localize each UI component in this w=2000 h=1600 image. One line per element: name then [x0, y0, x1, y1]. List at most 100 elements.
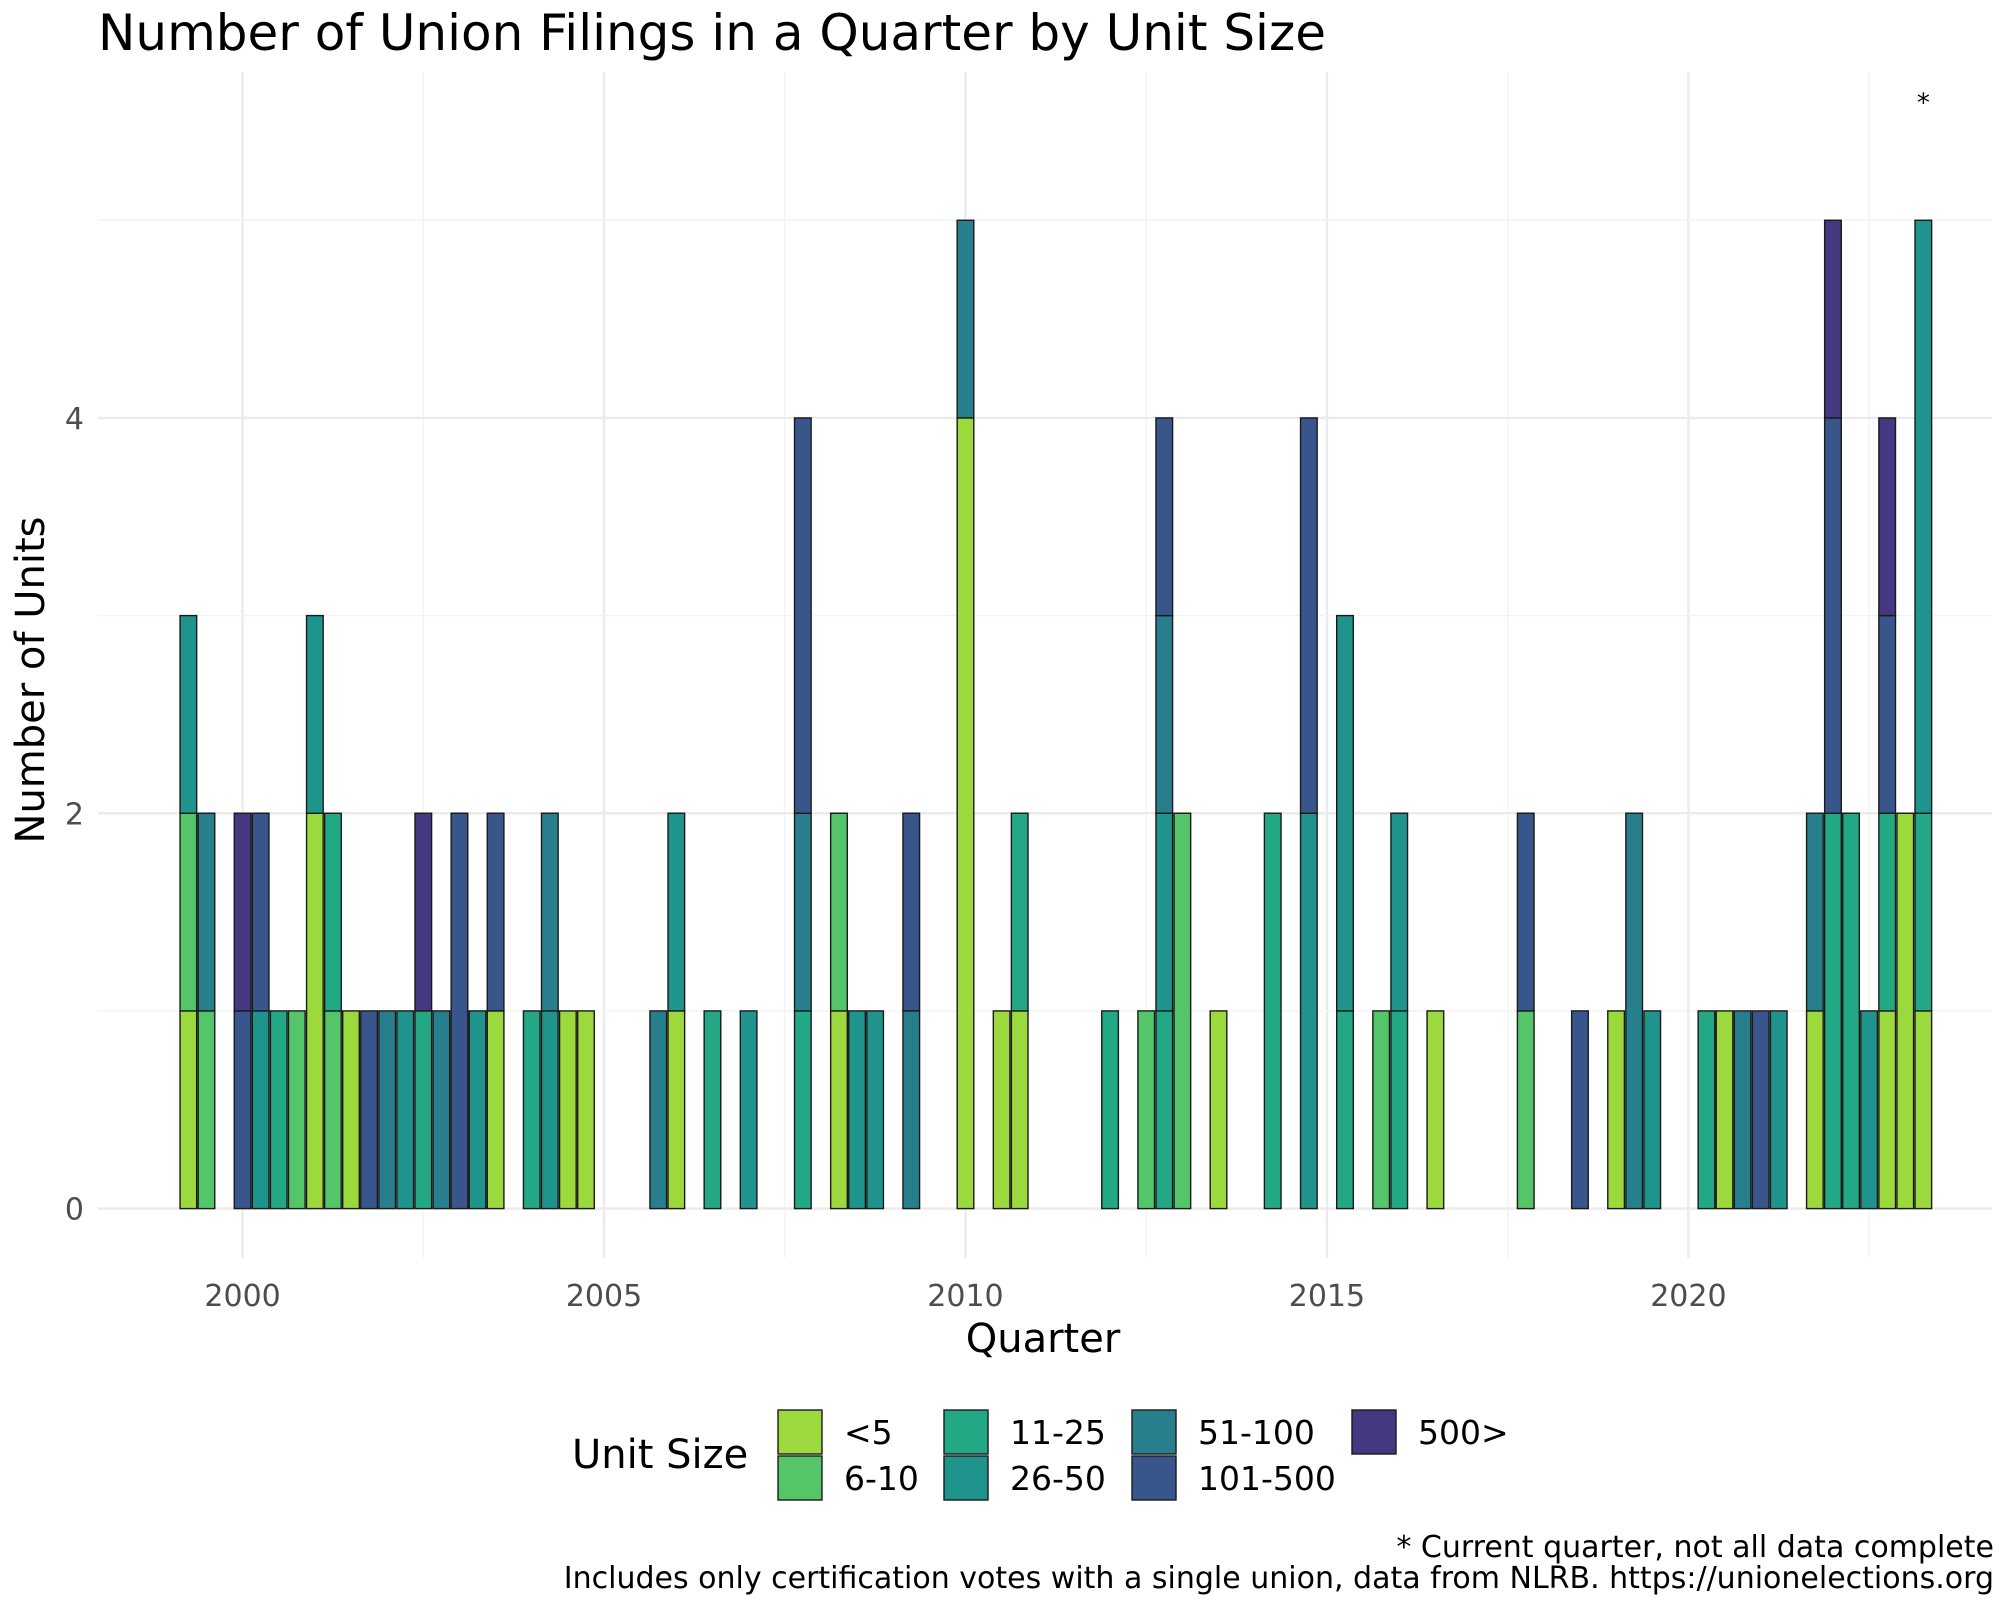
bar-stack	[450, 812, 469, 1210]
bar-segment	[414, 1010, 433, 1210]
bar-segment	[1823, 417, 1842, 814]
bar-segment	[558, 1010, 577, 1210]
bar-segment	[1805, 1010, 1824, 1210]
bar-segment	[1896, 812, 1915, 1210]
legend-label: 101-500	[1198, 1459, 1336, 1498]
bar-segment	[251, 1010, 270, 1210]
bar-segment	[1426, 1010, 1445, 1210]
bar-segment	[468, 1010, 487, 1210]
bar-segment	[902, 1010, 921, 1210]
bar-segment	[739, 1010, 758, 1210]
legend-label: 6-10	[844, 1459, 919, 1498]
legend-label: 51-100	[1198, 1413, 1315, 1452]
bar-segment	[1570, 1010, 1589, 1210]
bar-stack	[1137, 1010, 1156, 1210]
bar-stack	[233, 812, 252, 1210]
bar-segment	[1335, 614, 1355, 1012]
chart-title: Number of Union Filings in a Quarter by …	[98, 4, 1326, 62]
bar-stack	[468, 1010, 487, 1210]
bar-segment	[1390, 812, 1409, 1012]
x-axis-title: Quarter	[966, 1316, 1121, 1362]
bar-segment	[793, 812, 812, 1012]
bar-stack	[576, 1010, 595, 1210]
bar-stack	[269, 1010, 288, 1210]
x-tick-label: 2005	[566, 1279, 642, 1314]
annotation-star: *	[1917, 89, 1930, 119]
x-tick-label: 2010	[927, 1279, 1003, 1314]
bar-segment	[793, 1010, 812, 1210]
bar-stack	[1607, 1010, 1626, 1210]
bar-stack	[848, 1010, 867, 1210]
bar-segment	[667, 812, 686, 1012]
bar-segment	[233, 1010, 252, 1210]
bar-segment	[1299, 417, 1318, 814]
bar-segment	[1805, 812, 1824, 1012]
bar-stack	[360, 1010, 379, 1210]
bar-stack	[1860, 1010, 1879, 1210]
bar-segment	[866, 1010, 885, 1210]
bar-segment	[450, 812, 469, 1210]
bar-stack	[1842, 812, 1861, 1210]
bars	[179, 219, 1933, 1210]
bar-stack	[287, 1010, 306, 1210]
legend-key	[1351, 1409, 1397, 1455]
bar-segment	[829, 812, 848, 1012]
bar-stack	[197, 812, 216, 1210]
bar-stack	[956, 219, 975, 1210]
bar-stack	[1570, 1010, 1589, 1210]
bar-segment	[378, 1010, 397, 1210]
bar-stack	[1390, 812, 1409, 1210]
bar-stack	[829, 812, 848, 1210]
bar-segment	[342, 1010, 361, 1210]
bar-segment	[323, 812, 342, 1012]
legend-key	[943, 1409, 989, 1455]
bar-stack	[1335, 614, 1355, 1210]
caption-note: * Current quarter, not all data complete	[1396, 1530, 1994, 1565]
bar-stack	[1823, 219, 1842, 1210]
bar-stack	[667, 812, 686, 1210]
bar-segment	[703, 1010, 722, 1210]
bar-segment	[486, 812, 505, 1012]
bar-segment	[1823, 219, 1842, 419]
x-tick-label: 2000	[204, 1279, 280, 1314]
bar-segment	[1860, 1010, 1879, 1210]
bar-stack	[1625, 812, 1644, 1210]
legend-label: 500>	[1418, 1413, 1509, 1452]
y-tick-label: 2	[65, 797, 84, 832]
bar-segment	[1625, 812, 1644, 1210]
bar-segment	[1137, 1010, 1156, 1210]
bar-stack	[432, 1010, 451, 1210]
bar-stack	[1914, 219, 1933, 1210]
bar-stack	[1516, 812, 1535, 1210]
bar-stack	[902, 812, 921, 1210]
bar-segment	[197, 1010, 216, 1210]
bar-segment	[1733, 1010, 1752, 1210]
legend-key	[943, 1455, 989, 1501]
bar-segment	[1335, 1010, 1355, 1210]
bar-segment	[396, 1010, 415, 1210]
bar-segment	[179, 812, 198, 1012]
bar-stack	[1715, 1010, 1734, 1210]
bar-segment	[1263, 812, 1282, 1210]
bar-segment	[1155, 1010, 1174, 1210]
bar-segment	[540, 812, 559, 1012]
bar-stack	[1173, 812, 1192, 1210]
bar-segment	[1878, 1010, 1897, 1210]
bar-segment	[414, 812, 433, 1012]
bar-segment	[1516, 812, 1535, 1012]
bar-stack	[522, 1010, 541, 1210]
bar-stack	[1101, 1010, 1120, 1210]
bar-segment	[269, 1010, 288, 1210]
bar-stack	[1372, 1010, 1391, 1210]
bar-segment	[992, 1010, 1011, 1210]
bar-stack	[1155, 417, 1174, 1210]
bar-stack	[1733, 1010, 1752, 1210]
bar-segment	[1914, 1010, 1933, 1210]
bar-segment	[1390, 1010, 1409, 1210]
bar-segment	[1209, 1010, 1228, 1210]
bar-segment	[1155, 614, 1174, 814]
bar-stack	[649, 1010, 668, 1210]
bar-segment	[1842, 812, 1861, 1210]
bar-stack	[1263, 812, 1282, 1210]
x-tick-label: 2015	[1289, 1279, 1365, 1314]
